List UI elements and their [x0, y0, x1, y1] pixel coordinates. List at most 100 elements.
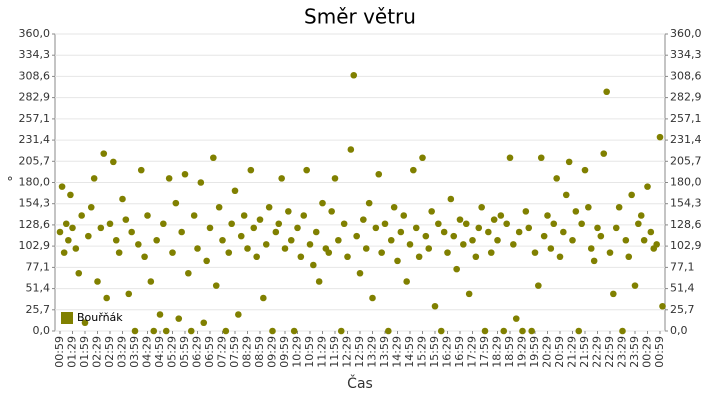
y2-tick-label: 102,9: [670, 239, 702, 252]
point: [275, 220, 283, 228]
point: [525, 224, 533, 232]
point: [69, 224, 76, 232]
x-tick-label: 22:29: [591, 336, 604, 368]
point: [619, 327, 626, 335]
point: [344, 253, 351, 261]
point: [440, 228, 448, 236]
point: [156, 311, 164, 318]
x-tick-label: 10:29: [291, 336, 304, 368]
x-tick-label: 00:29: [641, 336, 654, 368]
y2-tick-label: 257,1: [670, 112, 702, 125]
y-tick-label: 51,4: [26, 282, 51, 295]
x-tick-label: 17:29: [466, 336, 479, 368]
x-tick-label: 20:59: [553, 336, 566, 368]
point: [385, 327, 392, 335]
x-tick-label: 15:59: [428, 336, 441, 368]
point: [141, 253, 148, 261]
x-tick-label: 16:29: [441, 336, 454, 368]
point: [490, 216, 498, 223]
point: [306, 241, 314, 248]
point: [360, 216, 367, 223]
point: [640, 236, 648, 244]
x-tick-label: 08:29: [241, 336, 254, 368]
point: [312, 228, 320, 236]
point: [531, 249, 539, 256]
x-tick-label: 09:59: [278, 336, 291, 368]
y2-tick-label: 154,3: [670, 197, 702, 210]
x-tick-label: 05:59: [178, 336, 191, 368]
point: [510, 241, 517, 248]
point: [165, 175, 173, 182]
point: [260, 294, 267, 302]
point: [90, 175, 98, 182]
point: [97, 224, 105, 232]
point: [515, 228, 523, 236]
point: [512, 315, 520, 322]
point: [294, 224, 301, 232]
point: [647, 228, 655, 236]
point: [522, 208, 530, 215]
y-tick-label: 205,7: [19, 154, 51, 167]
point: [444, 249, 451, 256]
y2-tick-label: 282,9: [670, 91, 702, 104]
x-tick-label: 06:59: [203, 336, 216, 368]
point: [300, 212, 308, 219]
point: [465, 290, 473, 298]
point: [365, 199, 373, 207]
x-axis-label: Čas: [347, 374, 373, 392]
y-tick-label: 154,3: [19, 197, 51, 210]
point: [431, 302, 439, 310]
point: [169, 249, 176, 256]
point: [185, 269, 192, 277]
point: [415, 253, 423, 261]
x-tick-label: 11:29: [316, 336, 329, 368]
point: [62, 220, 70, 228]
point: [303, 166, 310, 174]
x-tick-label: 17:59: [478, 336, 491, 368]
x-tick-label: 23:29: [616, 336, 629, 368]
point: [215, 203, 223, 211]
x-tick-label: 16:59: [453, 336, 466, 368]
x-tick-label: 15:29: [416, 336, 429, 368]
point: [487, 249, 495, 256]
point: [560, 228, 567, 236]
point: [228, 220, 235, 228]
y2-tick-label: 231,4: [670, 133, 702, 146]
point: [528, 327, 535, 335]
point: [503, 220, 510, 228]
point: [372, 224, 380, 232]
point: [160, 220, 167, 228]
point: [475, 224, 483, 232]
point: [553, 175, 560, 182]
point: [250, 224, 258, 232]
x-tick-label: 18:59: [503, 336, 516, 368]
point: [406, 241, 414, 248]
point: [497, 212, 505, 219]
point: [540, 232, 548, 240]
x-tick-label: 04:59: [153, 336, 166, 368]
point: [419, 154, 426, 162]
x-tick-label: 12:59: [353, 336, 366, 368]
point: [315, 278, 323, 285]
point: [112, 236, 120, 244]
point: [362, 245, 370, 252]
y2-tick-label: 77,1: [670, 260, 695, 273]
point: [135, 241, 142, 248]
x-tick-label: 13:59: [378, 336, 391, 368]
point: [565, 158, 573, 166]
point: [435, 220, 442, 228]
point: [485, 228, 492, 236]
point: [212, 282, 220, 289]
y2-tick-label: 308,6: [670, 69, 702, 82]
point: [400, 212, 408, 219]
x-tick-label: 21:59: [578, 336, 591, 368]
x-tick-label: 22:59: [603, 336, 616, 368]
y-tick-label: 231,4: [19, 133, 51, 146]
x-tick-label: 14:29: [391, 336, 404, 368]
point: [225, 249, 233, 256]
x-tick-label: 21:29: [566, 336, 579, 368]
point: [150, 327, 158, 335]
point: [131, 327, 139, 335]
point: [328, 208, 335, 215]
